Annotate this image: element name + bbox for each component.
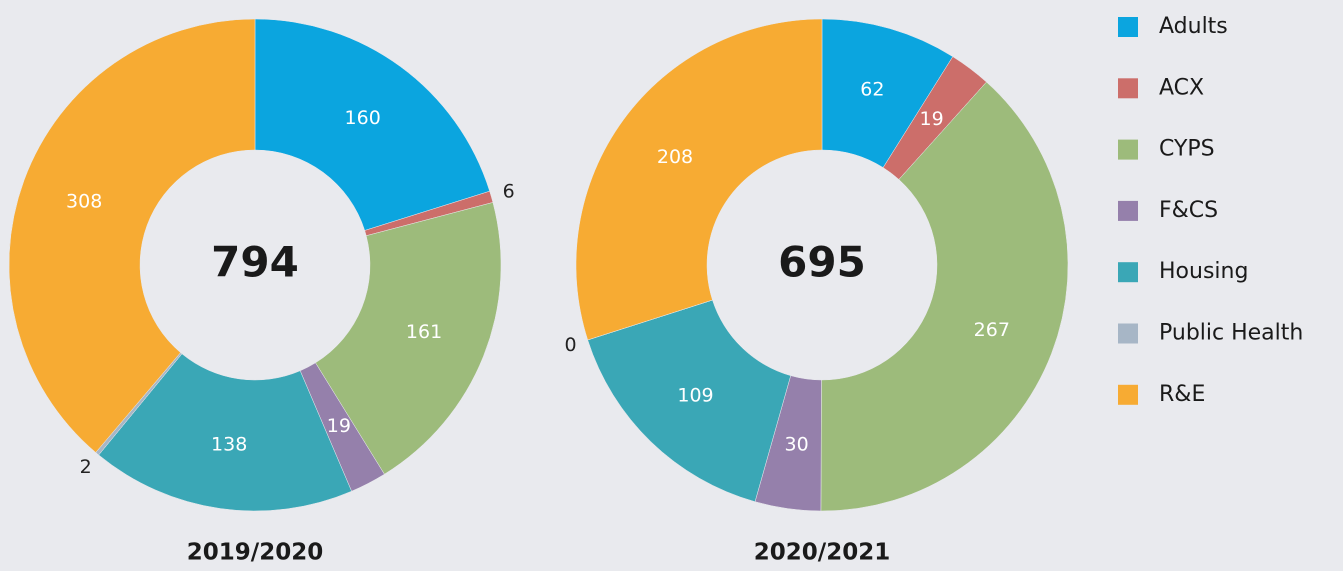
legend-swatch <box>1118 17 1138 37</box>
data-label: 308 <box>66 191 102 213</box>
legend-label: Adults <box>1159 14 1228 39</box>
legend-swatch <box>1118 78 1138 99</box>
legend-swatch <box>1118 262 1138 283</box>
data-label: 19 <box>327 415 351 437</box>
slice <box>98 353 352 512</box>
data-label: 2 <box>80 456 92 478</box>
data-label: 62 <box>860 79 884 101</box>
chart-title: 2019/2020 <box>187 540 323 566</box>
data-label: 0 <box>565 334 577 356</box>
data-label: 19 <box>920 108 944 130</box>
legend-swatch <box>1118 200 1138 221</box>
legend-label: R&E <box>1159 382 1205 407</box>
legend-label: CYPS <box>1159 137 1215 162</box>
data-label: 161 <box>406 321 442 343</box>
data-label: 138 <box>211 434 247 456</box>
legend-swatch <box>1118 323 1138 344</box>
data-label: 267 <box>974 319 1010 341</box>
data-label: 6 <box>503 180 515 202</box>
data-label: 109 <box>677 384 713 406</box>
slice <box>8 18 256 453</box>
legend-label: ACX <box>1159 75 1204 100</box>
legend-label: Public Health <box>1159 321 1303 346</box>
slice <box>820 81 1069 512</box>
data-label: 160 <box>345 107 381 129</box>
slice <box>587 299 791 503</box>
legend-label: F&CS <box>1159 198 1218 223</box>
data-label: 30 <box>784 434 808 456</box>
data-label: 208 <box>657 146 693 168</box>
chart-title: 2020/2021 <box>754 540 890 566</box>
legend-swatch <box>1118 384 1138 405</box>
center-total: 794 <box>211 238 299 287</box>
center-total: 695 <box>778 238 866 287</box>
legend-label: Housing <box>1159 259 1248 284</box>
slice <box>315 202 502 475</box>
slice <box>575 18 823 341</box>
slice <box>254 18 490 231</box>
legend-swatch <box>1118 139 1138 160</box>
